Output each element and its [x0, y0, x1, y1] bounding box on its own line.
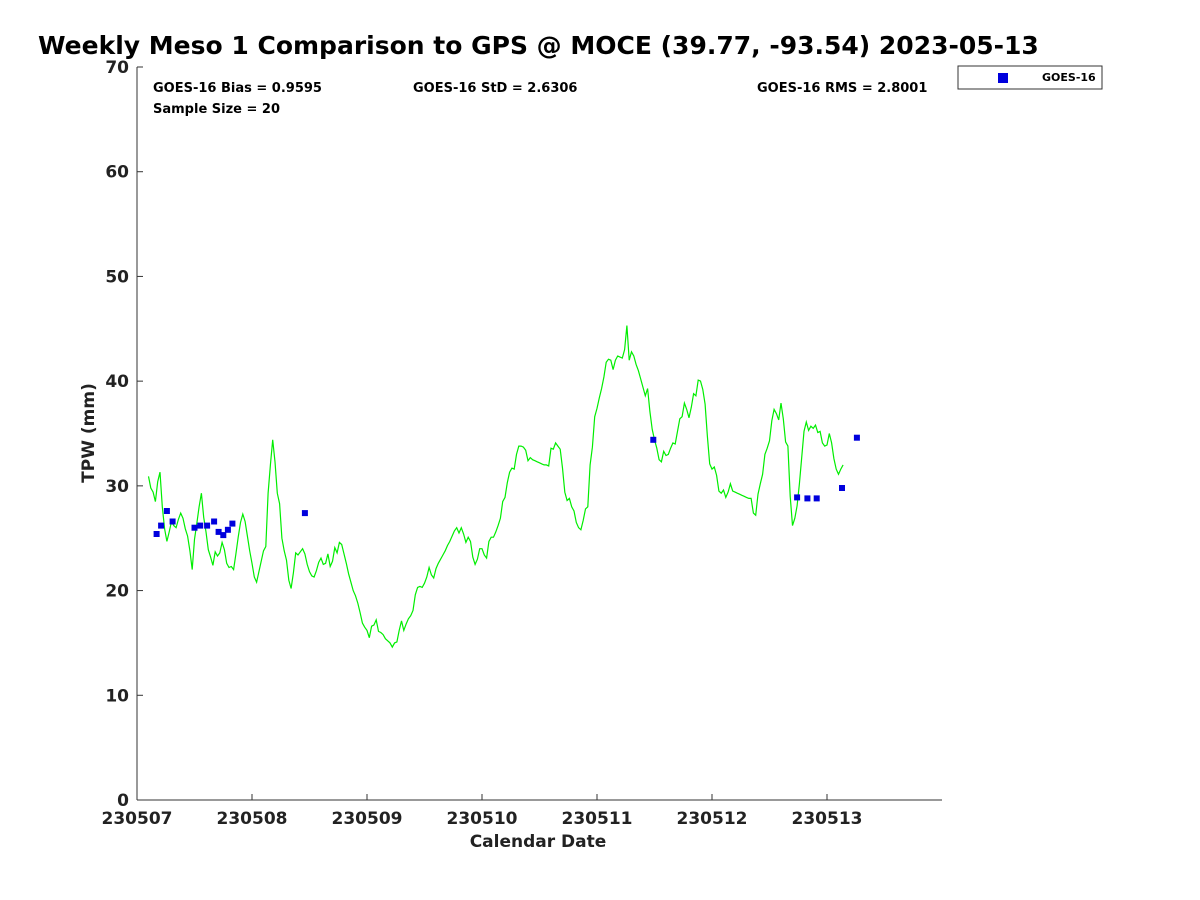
goes16-point	[153, 531, 160, 537]
y-tick-label: 70	[105, 58, 129, 78]
goes16-point	[839, 485, 845, 491]
y-tick-label: 20	[105, 582, 129, 602]
x-tick-label: 230513	[792, 809, 863, 829]
goes16-point	[853, 434, 860, 441]
x-axis-label: Calendar Date	[470, 832, 607, 852]
y-axis-ticks: 0 10 20 30 40 50 60 70	[105, 58, 143, 811]
goes16-point	[301, 510, 308, 517]
x-tick-label: 230509	[332, 809, 403, 829]
goes16-point	[204, 522, 211, 529]
x-tick-label: 230511	[562, 809, 633, 829]
goes16-point	[804, 495, 811, 502]
goes16-point	[224, 526, 231, 533]
goes16-point	[191, 524, 198, 531]
x-tick-label: 230510	[447, 809, 518, 829]
goes16-point	[169, 518, 176, 525]
y-tick-label: 0	[117, 791, 129, 811]
legend-label-goes16: GOES-16	[1042, 71, 1096, 84]
legend: GOES-16	[957, 65, 1103, 90]
goes16-point	[211, 518, 218, 525]
goes16-point	[229, 520, 236, 527]
y-tick-label: 60	[105, 163, 129, 183]
y-axis-label: TPW (mm)	[79, 383, 99, 483]
goes16-point	[813, 495, 820, 502]
std-stat: GOES-16 StD = 2.6306	[413, 81, 577, 96]
goes16-point	[158, 522, 165, 529]
y-tick-label: 50	[105, 267, 129, 287]
goes16-point	[794, 494, 801, 501]
bias-stat: GOES-16 Bias = 0.9595	[153, 81, 322, 96]
gps-series-line	[147, 325, 844, 649]
goes16-point	[163, 508, 170, 514]
legend-marker-goes16	[998, 73, 1008, 83]
x-axis-ticks: 230507 230508 230509 230510 230511 230512 2305…	[102, 794, 863, 829]
y-tick-label: 30	[105, 477, 129, 497]
y-tick-label: 10	[105, 686, 129, 706]
goes16-point	[220, 532, 227, 539]
rms-stat: GOES-16 RMS = 2.8001	[757, 81, 927, 96]
plot-area	[137, 67, 942, 800]
goes16-point	[197, 522, 204, 529]
goes16-point	[650, 436, 657, 443]
sample-size-stat: Sample Size = 20	[153, 102, 280, 117]
goes16-point	[215, 528, 222, 535]
x-tick-label: 230507	[102, 809, 173, 829]
series-layer	[147, 325, 860, 649]
chart-title: Weekly Meso 1 Comparison to GPS @ MOCE (…	[38, 31, 1039, 60]
legend-box	[957, 65, 1103, 90]
x-tick-label: 230508	[217, 809, 288, 829]
y-tick-label: 40	[105, 372, 129, 392]
x-tick-label: 230512	[677, 809, 748, 829]
